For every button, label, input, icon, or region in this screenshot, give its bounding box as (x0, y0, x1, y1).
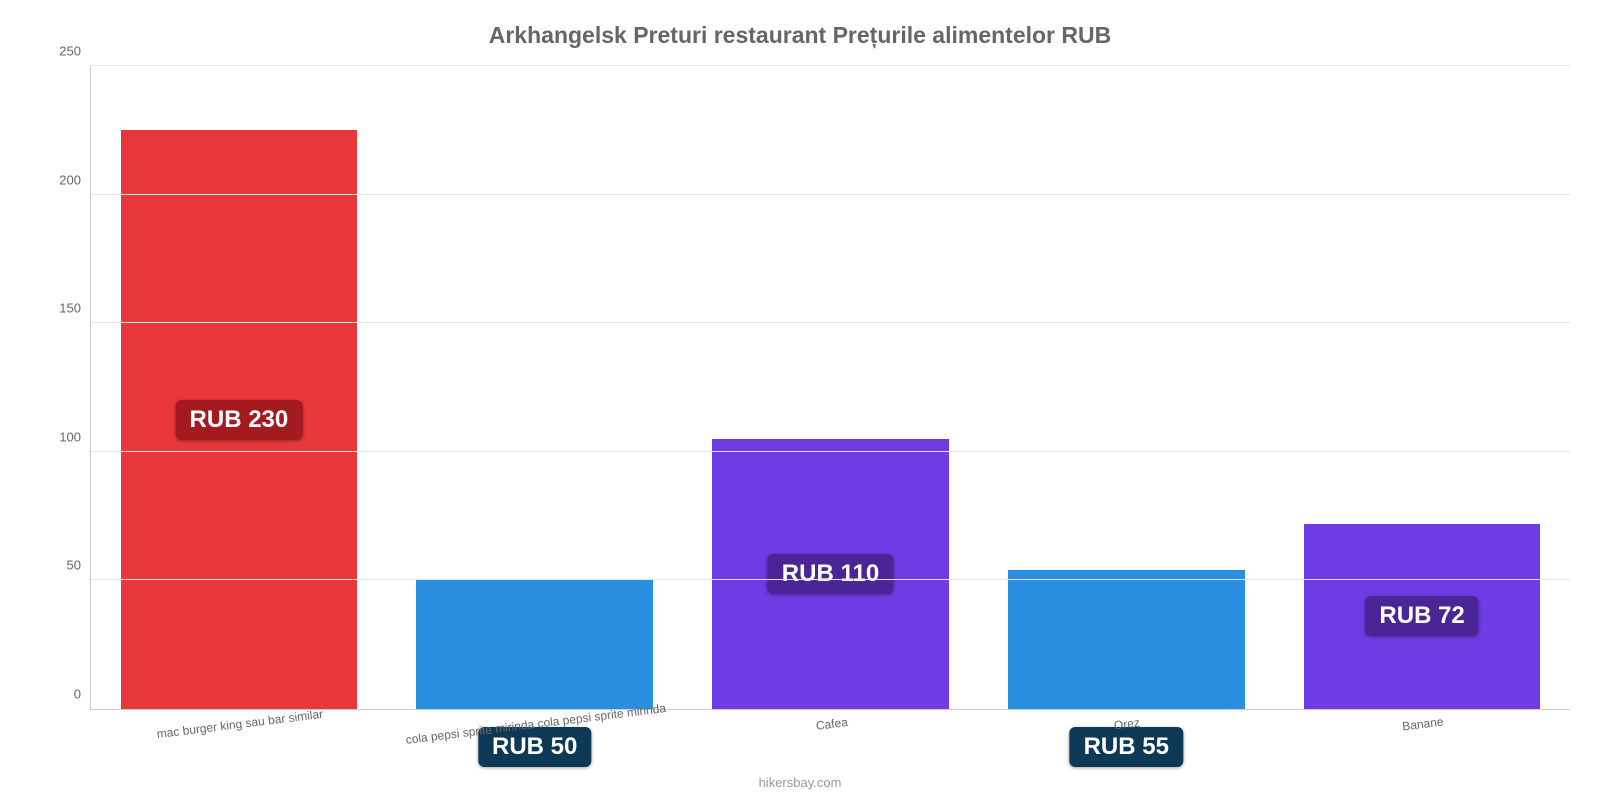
plot-area: RUB 230mac burger king sau bar similarRU… (90, 66, 1570, 710)
value-badge: RUB 55 (1070, 727, 1183, 767)
chart-title: Arkhangelsk Preturi restaurant Prețurile… (0, 22, 1600, 49)
y-axis-tick: 0 (74, 687, 91, 702)
value-badge: RUB 72 (1365, 596, 1478, 636)
bars-layer: RUB 230mac burger king sau bar similarRU… (91, 66, 1570, 709)
gridline (91, 65, 1570, 66)
price-bar-chart: Arkhangelsk Preturi restaurant Prețurile… (0, 0, 1600, 800)
bar: RUB 110 (712, 439, 949, 709)
y-axis-tick: 150 (59, 301, 91, 316)
gridline (91, 451, 1570, 452)
bar: RUB 72 (1304, 524, 1541, 709)
bar: RUB 55 (1008, 570, 1245, 709)
y-axis-tick: 100 (59, 429, 91, 444)
x-axis-label: mac burger king sau bar similar (156, 707, 324, 741)
source-attribution: hikersbay.com (0, 775, 1600, 790)
x-axis-label: Cafea (815, 715, 848, 733)
y-axis-tick: 250 (59, 44, 91, 59)
value-badge: RUB 230 (176, 400, 303, 440)
gridline (91, 322, 1570, 323)
value-badge: RUB 110 (768, 554, 893, 594)
x-axis-label: Banane (1402, 714, 1445, 733)
y-axis-tick: 50 (67, 558, 91, 573)
bar: RUB 230 (121, 130, 358, 709)
y-axis-tick: 200 (59, 172, 91, 187)
gridline (91, 194, 1570, 195)
gridline (91, 579, 1570, 580)
bar: RUB 50 (416, 580, 653, 709)
